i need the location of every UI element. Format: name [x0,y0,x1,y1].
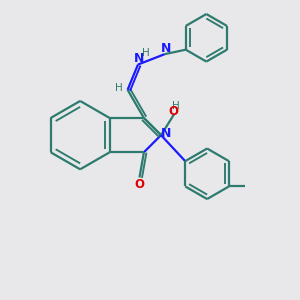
Text: O: O [168,105,178,118]
Text: O: O [134,178,145,190]
Text: N: N [161,128,172,140]
Text: N: N [161,42,171,55]
Text: H: H [115,83,122,93]
Text: N: N [134,52,145,65]
Text: H: H [142,48,150,58]
Text: H: H [172,101,180,111]
